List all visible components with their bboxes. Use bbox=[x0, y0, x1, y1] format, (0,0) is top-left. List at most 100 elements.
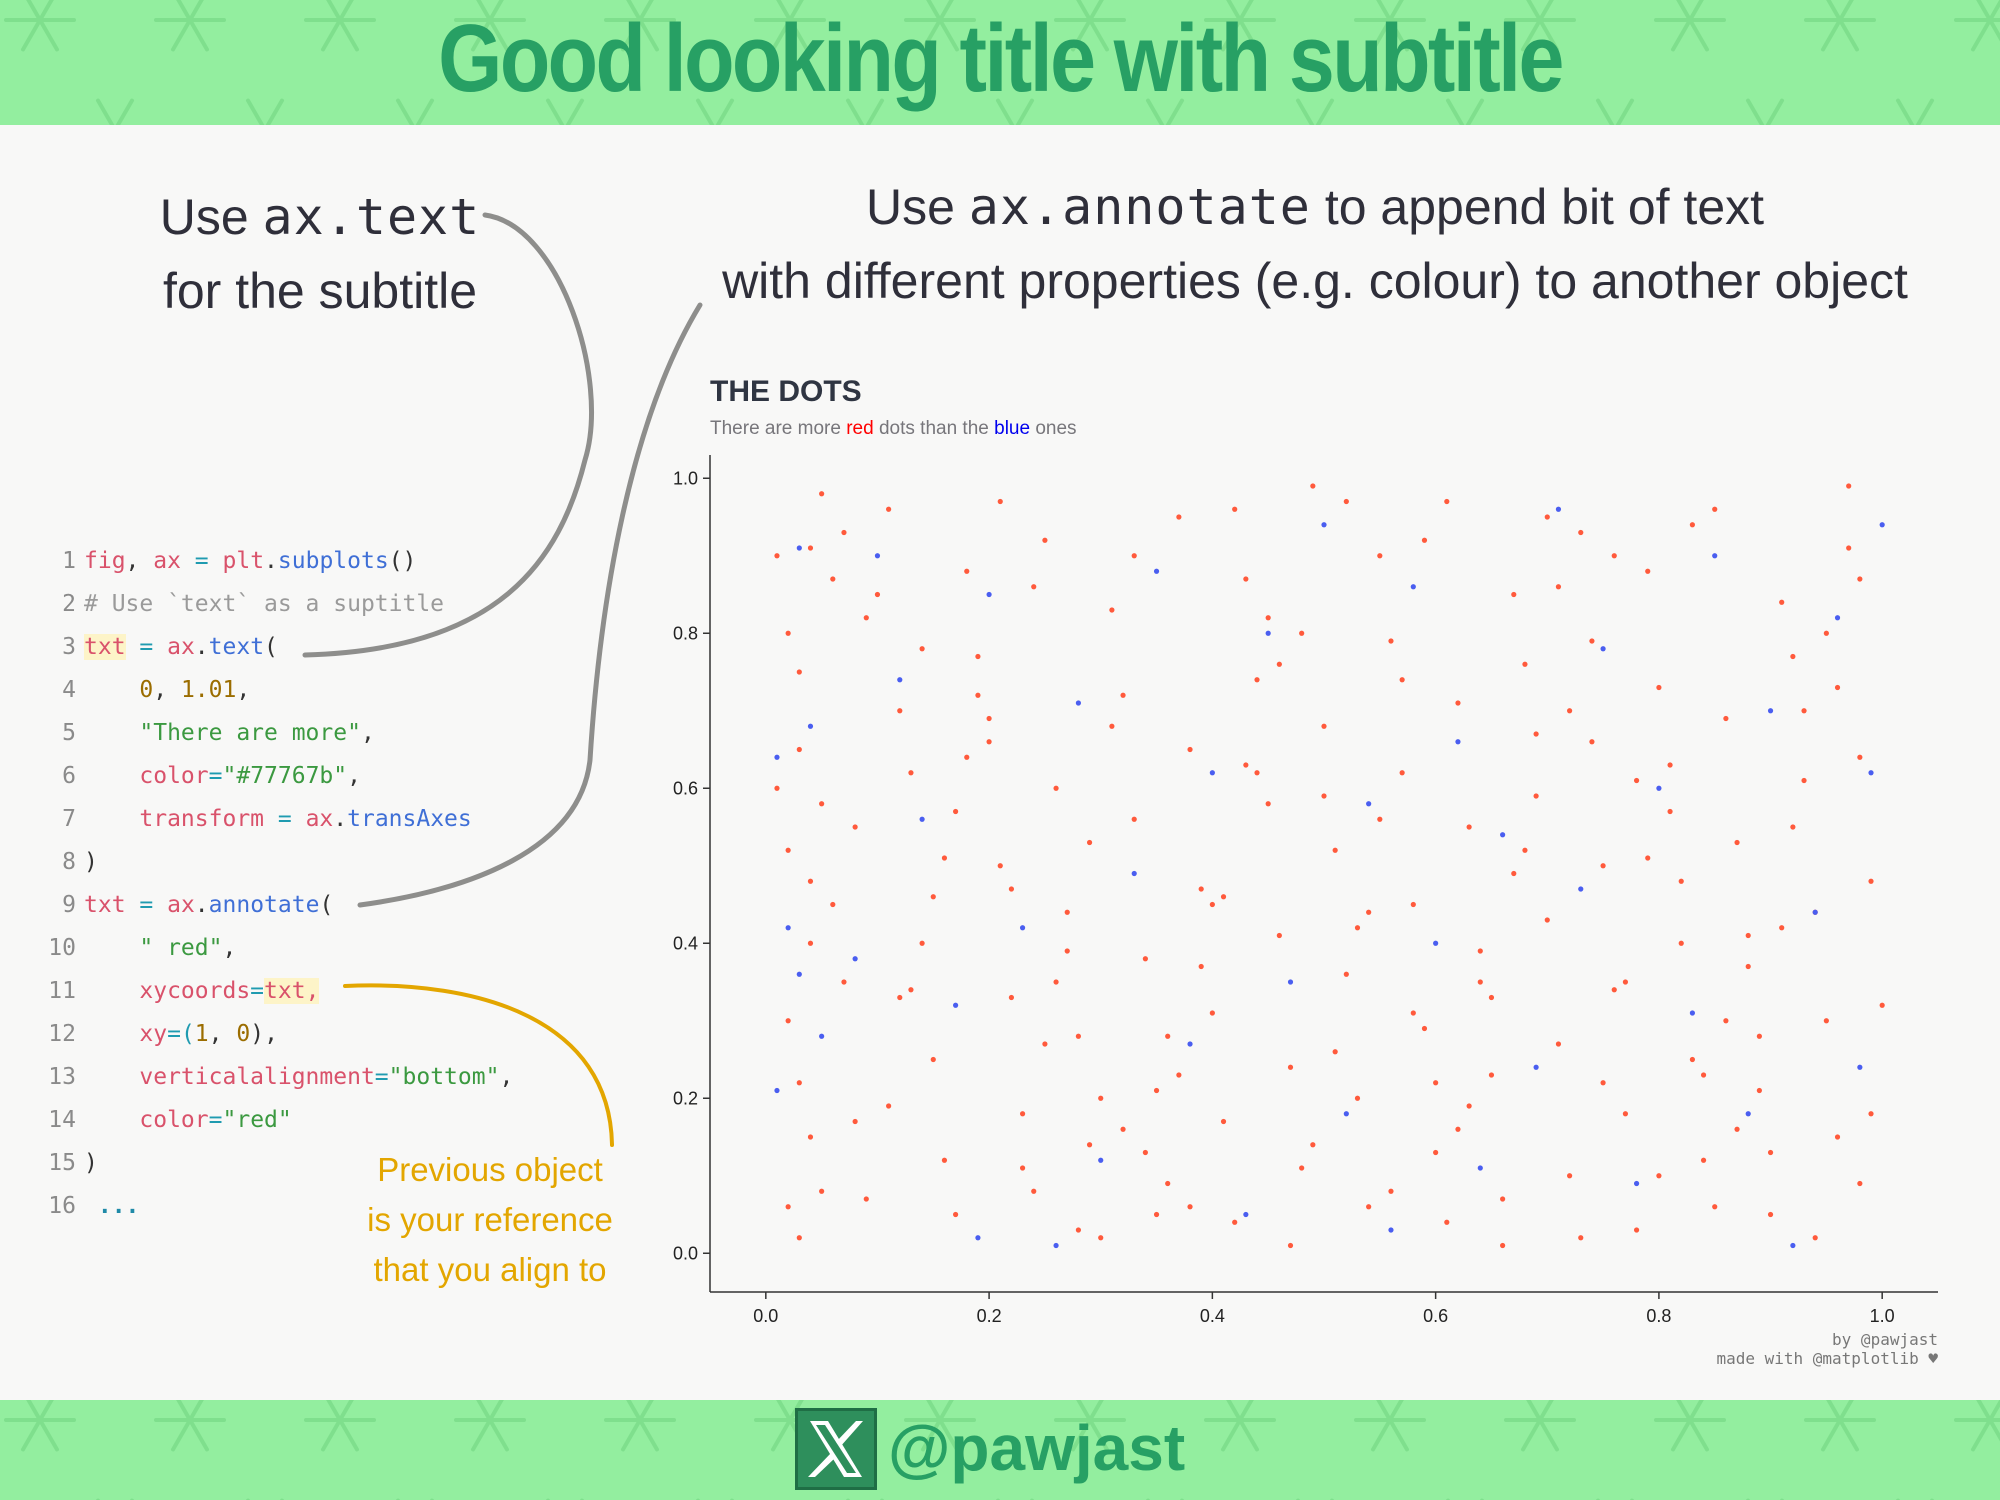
code-token: ), bbox=[250, 1021, 278, 1047]
line-number: 3 bbox=[62, 634, 76, 660]
red-dot bbox=[1343, 971, 1349, 977]
subtitle-part: ones bbox=[1030, 418, 1077, 439]
red-dot bbox=[1645, 855, 1651, 861]
red-dot bbox=[897, 994, 903, 1001]
code-token: , bbox=[125, 548, 154, 574]
code-token: = bbox=[250, 978, 265, 1004]
line-number: 14 bbox=[48, 1107, 76, 1133]
red-dot bbox=[1354, 1095, 1361, 1101]
red-dot bbox=[1589, 638, 1595, 644]
code-token: . bbox=[194, 892, 209, 918]
red-dot bbox=[1064, 948, 1070, 954]
red-dot bbox=[785, 847, 791, 853]
footer-handle: @pawjast bbox=[888, 1412, 1186, 1484]
red-dot bbox=[1433, 1080, 1439, 1086]
red-dot bbox=[819, 801, 825, 807]
red-dot bbox=[1667, 808, 1673, 815]
line-number: 12 bbox=[48, 1021, 76, 1047]
red-dot bbox=[1176, 514, 1182, 520]
red-dot bbox=[1086, 839, 1093, 846]
blue-dot bbox=[1366, 801, 1372, 807]
blue-dot bbox=[1410, 584, 1416, 590]
line-number: 13 bbox=[48, 1064, 76, 1090]
red-dot bbox=[1868, 878, 1874, 884]
red-dot bbox=[1109, 607, 1115, 613]
star-stroke bbox=[921, 1400, 954, 1452]
subtitle-part: dots than the bbox=[873, 418, 989, 439]
red-dot bbox=[1064, 909, 1070, 915]
code-token: 1 bbox=[194, 1021, 209, 1047]
blue-dot bbox=[785, 925, 791, 931]
blue-dot bbox=[953, 1002, 959, 1008]
star-stroke bbox=[1071, 0, 1104, 52]
red-dot bbox=[1567, 1173, 1573, 1179]
x-tick-label: 0.8 bbox=[1646, 1306, 1671, 1326]
red-dot bbox=[1399, 770, 1405, 776]
red-dot bbox=[1053, 785, 1059, 791]
red-dot bbox=[1254, 770, 1260, 776]
red-dot bbox=[1633, 777, 1640, 784]
header-band: Good looking title with subtitle bbox=[0, 0, 2000, 125]
red-dot bbox=[1098, 1235, 1104, 1241]
code-token: , bbox=[347, 763, 361, 789]
red-dot bbox=[1790, 653, 1796, 660]
red-dot bbox=[830, 576, 836, 582]
code-token: txt, bbox=[264, 978, 320, 1004]
y-tick-label: 0.8 bbox=[673, 623, 698, 643]
code-token: txt bbox=[84, 892, 126, 918]
note-line-3: that you align to bbox=[373, 1251, 607, 1288]
red-dot bbox=[1198, 886, 1204, 892]
red-dot bbox=[1265, 615, 1271, 621]
red-dot bbox=[1879, 1002, 1885, 1008]
red-dot bbox=[964, 568, 970, 574]
star-stroke bbox=[696, 98, 715, 125]
red-dot bbox=[1131, 816, 1137, 822]
star-stroke bbox=[1221, 1400, 1254, 1452]
star-stroke bbox=[1446, 98, 1465, 125]
red-dot bbox=[1299, 630, 1305, 636]
note-prefix: Use bbox=[159, 189, 263, 245]
red-dot bbox=[807, 940, 814, 946]
code-token: ax bbox=[167, 634, 195, 660]
red-dot bbox=[796, 1080, 802, 1086]
star-stroke bbox=[1371, 1400, 1404, 1452]
star-stroke bbox=[321, 1400, 354, 1452]
red-dot bbox=[1488, 1072, 1495, 1078]
star-stroke bbox=[715, 98, 734, 125]
code-token: "red" bbox=[222, 1107, 292, 1133]
blue-dot bbox=[874, 553, 881, 559]
red-dot bbox=[1779, 599, 1785, 605]
red-dot bbox=[1299, 1165, 1305, 1171]
red-dot bbox=[1176, 1072, 1182, 1078]
red-dot bbox=[1555, 584, 1562, 590]
red-dot bbox=[1075, 1227, 1081, 1233]
red-dot bbox=[1511, 591, 1517, 598]
red-dot bbox=[1287, 1242, 1294, 1249]
red-dot bbox=[1812, 1235, 1818, 1241]
red-dot bbox=[1555, 1041, 1562, 1047]
star-stroke bbox=[1971, 1400, 2000, 1452]
line-number: 15 bbox=[48, 1150, 76, 1176]
blue-dot bbox=[1555, 506, 1562, 512]
red-dot bbox=[807, 878, 814, 884]
blue-dot bbox=[1500, 832, 1506, 838]
red-dot bbox=[1488, 994, 1495, 1001]
red-dot bbox=[1243, 576, 1249, 582]
red-dot bbox=[1209, 1010, 1215, 1016]
code-token: ax bbox=[153, 548, 181, 574]
code-line: 11 xycoords=txt, bbox=[40, 970, 513, 1013]
star-stroke bbox=[1896, 98, 1915, 125]
red-dot bbox=[1656, 1173, 1662, 1179]
line-number: 16 bbox=[48, 1193, 76, 1219]
code-token: xy bbox=[139, 1021, 168, 1047]
red-dot bbox=[1153, 1211, 1160, 1218]
red-dot bbox=[1511, 870, 1517, 877]
code-token: transform bbox=[139, 806, 265, 832]
red-dot bbox=[1265, 801, 1271, 807]
star-stroke bbox=[846, 98, 865, 125]
red-dot bbox=[1712, 1204, 1718, 1210]
star-stroke bbox=[1765, 98, 1784, 125]
x-tick-label: 0.4 bbox=[1200, 1306, 1225, 1326]
red-dot bbox=[1120, 1126, 1126, 1132]
code-token: 0 bbox=[236, 1021, 251, 1047]
